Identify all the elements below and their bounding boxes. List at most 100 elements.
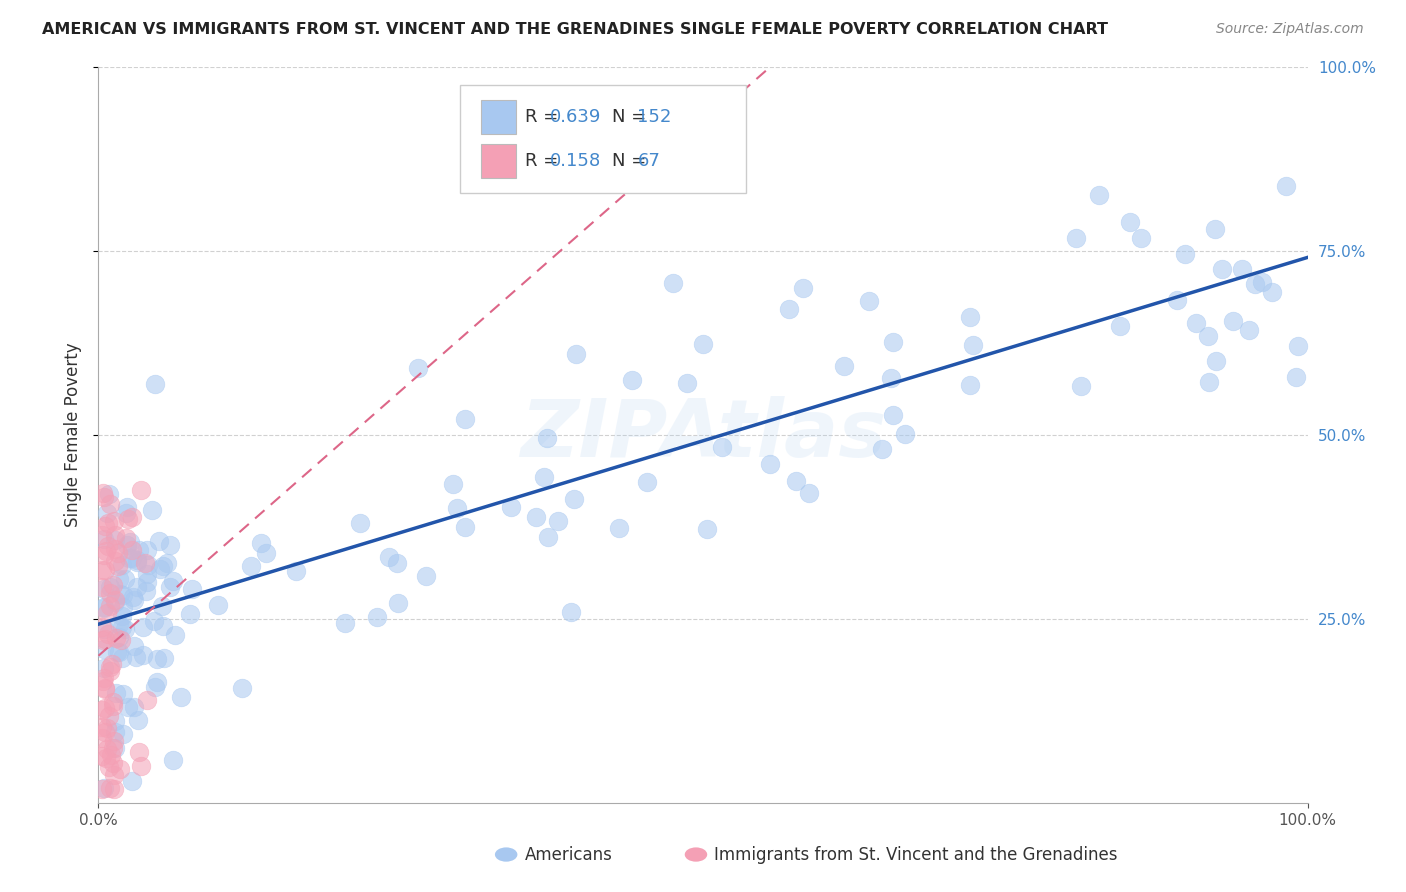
Point [94, 632, 117, 646]
Point [607, 521, 630, 535]
Point [1211, 261, 1233, 276]
Point [118, 551, 141, 566]
Point [834, 359, 856, 374]
Point [125, 581, 148, 595]
Point [1261, 285, 1284, 299]
Point [207, 598, 229, 612]
Point [136, 558, 159, 572]
Point [366, 609, 388, 624]
Point [122, 593, 145, 607]
Point [1070, 379, 1092, 393]
Point [152, 599, 174, 613]
Point [1239, 323, 1261, 337]
Point [91, 731, 114, 745]
Point [146, 674, 169, 689]
Point [103, 734, 125, 748]
Point [560, 605, 582, 619]
Point [97, 539, 120, 553]
Point [94, 700, 117, 714]
Point [152, 619, 174, 633]
Point [131, 483, 153, 497]
Point [105, 632, 128, 646]
Point [453, 519, 475, 533]
Text: 0.639: 0.639 [550, 108, 602, 126]
Point [93, 622, 115, 636]
Point [121, 543, 143, 558]
Point [103, 782, 125, 797]
Point [117, 699, 139, 714]
Point [91, 632, 114, 647]
Text: R =: R = [524, 152, 564, 169]
Point [349, 516, 371, 530]
Point [1198, 375, 1220, 389]
Point [858, 293, 880, 308]
Point [128, 542, 150, 557]
Point [453, 412, 475, 426]
Point [91, 703, 114, 717]
Point [1064, 231, 1087, 245]
Point [104, 714, 127, 728]
Point [91, 528, 114, 542]
Point [105, 686, 128, 700]
Point [143, 376, 166, 391]
Point [692, 337, 714, 351]
Point [121, 510, 143, 524]
Point [98, 709, 121, 723]
Point [1230, 262, 1253, 277]
Point [93, 532, 115, 546]
Point [110, 633, 132, 648]
Point [98, 585, 121, 599]
Point [156, 556, 179, 570]
Point [1244, 277, 1267, 291]
Point [98, 660, 121, 674]
Point [1129, 231, 1152, 245]
Point [101, 657, 124, 671]
Point [108, 763, 131, 777]
Point [91, 720, 114, 734]
Point [111, 651, 134, 665]
Point [778, 302, 800, 317]
Point [103, 514, 125, 528]
Point [93, 781, 115, 796]
Point [127, 713, 149, 727]
Point [132, 648, 155, 663]
Point [98, 665, 121, 679]
Point [142, 614, 165, 628]
Text: Source: ZipAtlas.com: Source: ZipAtlas.com [1216, 22, 1364, 37]
Point [112, 687, 135, 701]
Point [112, 727, 135, 741]
Point [415, 569, 437, 583]
Point [661, 276, 683, 290]
Point [114, 572, 136, 586]
Point [1285, 369, 1308, 384]
Point [1250, 275, 1272, 289]
Text: 152: 152 [637, 108, 672, 126]
Point [894, 427, 917, 442]
Point [1204, 222, 1226, 236]
Point [136, 693, 159, 707]
Point [91, 563, 114, 577]
Point [96, 606, 118, 620]
Point [231, 681, 253, 696]
Point [117, 512, 139, 526]
Point [250, 536, 273, 550]
Point [169, 690, 191, 704]
Point [96, 544, 118, 558]
Point [1088, 188, 1111, 202]
Point [96, 742, 118, 756]
Point [91, 782, 114, 797]
Point [96, 750, 118, 764]
Point [108, 645, 131, 659]
Text: Immigrants from St. Vincent and the Grenadines: Immigrants from St. Vincent and the Gren… [714, 846, 1118, 863]
Point [879, 371, 901, 385]
Point [882, 335, 904, 350]
Text: N =: N = [612, 108, 652, 126]
Point [125, 649, 148, 664]
Text: N =: N = [612, 152, 652, 169]
Point [1286, 339, 1309, 353]
Point [524, 510, 547, 524]
Point [104, 595, 127, 609]
Point [135, 574, 157, 589]
Point [387, 596, 409, 610]
Point [115, 506, 138, 520]
